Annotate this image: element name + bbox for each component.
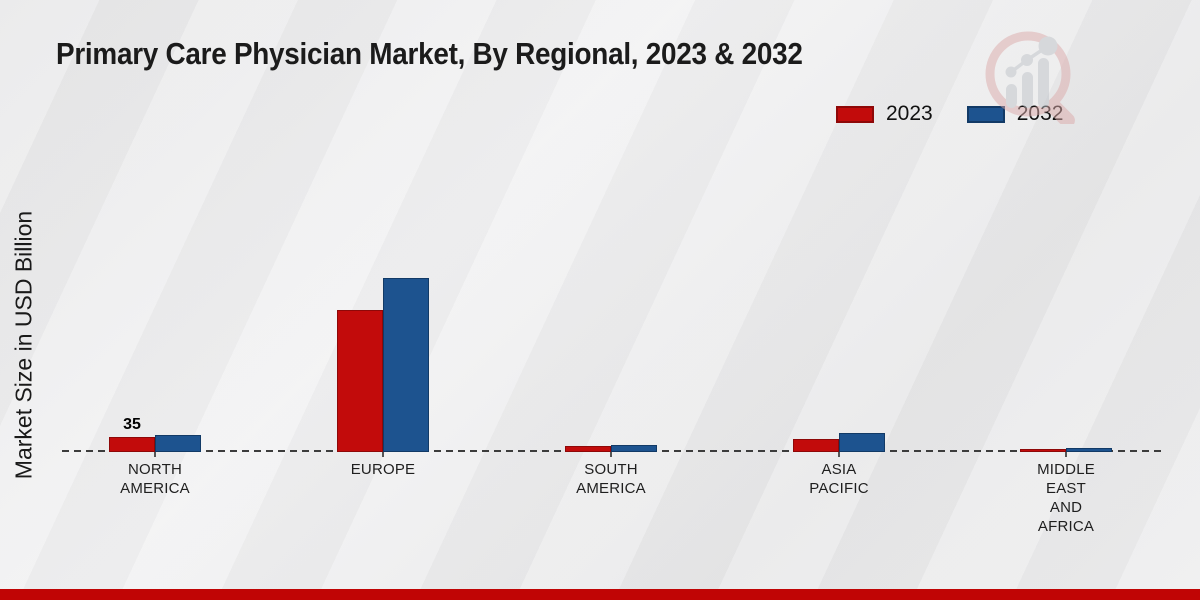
bar-2023-asia-pacific — [793, 438, 839, 452]
bar-2023-middle-east-and-africa — [1020, 449, 1066, 452]
bar-2023-north-america — [109, 437, 155, 452]
x-label-south-america: SOUTH AMERICA — [576, 461, 646, 497]
x-tick-europe — [382, 452, 384, 457]
legend-swatch-2023 — [836, 105, 874, 123]
chart-title: Primary Care Physician Market, By Region… — [56, 36, 803, 71]
magnifier-growth-chart-logo-icon — [985, 31, 1075, 124]
bar-2032-asia-pacific — [839, 433, 885, 452]
x-label-europe: EUROPE — [350, 461, 416, 478]
bar-2032-middle-east-and-africa — [1066, 448, 1112, 452]
value-label-2023-north-america: 35 — [123, 416, 141, 433]
bar-2032-europe — [383, 278, 429, 452]
bar-2023-europe — [337, 310, 383, 452]
x-label-asia-pacific: ASIA PACIFIC — [809, 461, 869, 497]
legend-swatch-2032 — [966, 105, 1005, 123]
x-tick-middle-east-and-africa — [1065, 452, 1067, 457]
bar-2023-south-america — [565, 446, 611, 452]
x-label-middle-east-and-africa: MIDDLE EAST AND AFRICA — [1037, 461, 1095, 535]
legend-label-2023: 2023 — [886, 102, 933, 125]
x-tick-south-america — [610, 452, 612, 457]
x-tick-asia-pacific — [838, 452, 840, 457]
bar-2032-south-america — [611, 445, 657, 452]
legend-item-2023: 2023 — [836, 102, 933, 126]
x-tick-north-america — [154, 452, 156, 457]
x-label-north-america: NORTH AMERICA — [120, 461, 190, 497]
footer-stripe — [0, 589, 1200, 600]
bar-2032-north-america — [155, 434, 201, 452]
